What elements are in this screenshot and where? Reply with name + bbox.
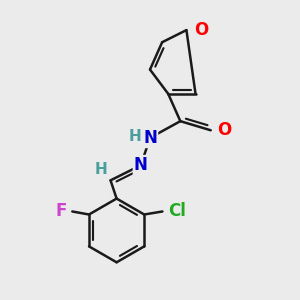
Text: Cl: Cl — [168, 202, 186, 220]
Text: H: H — [129, 129, 142, 144]
Text: O: O — [218, 121, 232, 139]
Text: H: H — [95, 162, 108, 177]
Text: O: O — [194, 21, 208, 39]
Text: N: N — [134, 156, 148, 174]
Text: F: F — [56, 202, 67, 220]
Text: N: N — [143, 129, 157, 147]
